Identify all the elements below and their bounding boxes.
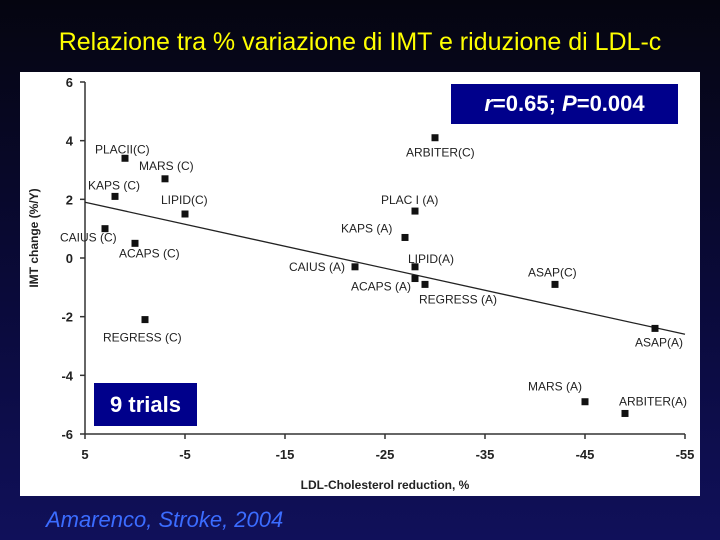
x-tick-label: 5 <box>81 447 88 462</box>
data-point-label: REGRESS (A) <box>419 292 497 306</box>
slide-title: Relazione tra % variazione di IMT e ridu… <box>58 28 662 56</box>
trend-line <box>84 201 686 335</box>
data-point-label: KAPS (C) <box>88 178 140 192</box>
y-tick-label: 2 <box>66 192 73 207</box>
scatter-chart: 6 4 2 0 -2 -4 -6 5 -5 -15 -25 -35 -45 -55 LDL-Choleste… <box>27 75 695 492</box>
trials-count-box: 9 trials <box>94 383 197 426</box>
x-tick-label: -5 <box>179 447 191 462</box>
data-point <box>141 316 149 324</box>
data-point <box>131 239 139 247</box>
data-point <box>551 280 559 288</box>
x-axis-title: LDL-Cholesterol reduction, % <box>301 478 470 492</box>
correlation-stat-box: r=0.65; P=0.004 <box>451 84 678 124</box>
y-tick-label: 0 <box>66 251 73 266</box>
r-value: =0.65; <box>492 91 563 116</box>
y-tick-label: -2 <box>61 310 73 325</box>
data-point <box>651 324 659 332</box>
p-symbol: P <box>562 91 577 116</box>
y-tick-label: -4 <box>61 368 73 383</box>
data-point <box>161 175 169 183</box>
data-point-label: MARS (A) <box>528 380 582 394</box>
citation: Amarenco, Stroke, 2004 <box>46 507 284 532</box>
data-point <box>401 233 409 241</box>
data-point-label: ASAP(C) <box>528 265 577 279</box>
data-point <box>421 280 429 288</box>
data-point <box>101 225 109 233</box>
x-tick-label: -15 <box>276 447 295 462</box>
x-tick-label: -25 <box>376 447 395 462</box>
data-point-label: PLAC I (A) <box>381 193 438 207</box>
data-point-label: ACAPS (A) <box>351 280 411 294</box>
data-point <box>431 134 439 142</box>
y-tick-label: -6 <box>61 427 73 442</box>
data-point <box>621 409 629 417</box>
x-tick-label: -35 <box>476 447 495 462</box>
data-point-label: ASAP(A) <box>635 335 683 349</box>
data-point <box>411 207 419 215</box>
y-axis-title: IMT change (%/Y) <box>27 188 41 287</box>
data-point <box>181 210 189 218</box>
y-tick-label: 4 <box>66 134 74 149</box>
data-point-label: PLACII(C) <box>95 142 150 156</box>
p-value: =0.004 <box>576 91 645 116</box>
data-point <box>351 263 359 271</box>
x-tick-label: -45 <box>576 447 595 462</box>
data-point <box>111 192 119 200</box>
x-tick-label: -55 <box>676 447 695 462</box>
data-point <box>581 398 589 406</box>
data-point-label: CAIUS (C) <box>60 231 117 245</box>
data-point <box>411 263 419 271</box>
data-point-label: LIPID(A) <box>408 252 454 266</box>
data-point-label: REGRESS (C) <box>103 331 182 345</box>
data-point-label: ARBITER(A) <box>619 394 687 408</box>
data-point-label: CAIUS (A) <box>289 260 345 274</box>
data-point-label: ACAPS (C) <box>119 246 180 260</box>
data-point-label: KAPS (A) <box>341 221 392 235</box>
data-point-label: MARS (C) <box>139 159 194 173</box>
y-tick-label: 6 <box>66 75 73 90</box>
r-symbol: r <box>484 91 493 116</box>
chart-panel: 6 4 2 0 -2 -4 -6 5 -5 -15 -25 -35 -45 -55 LDL-Choleste… <box>20 72 700 496</box>
data-point <box>411 275 419 283</box>
data-point-label: LIPID(C) <box>161 193 208 207</box>
data-point-label: ARBITER(C) <box>406 146 475 160</box>
data-point <box>121 154 129 162</box>
